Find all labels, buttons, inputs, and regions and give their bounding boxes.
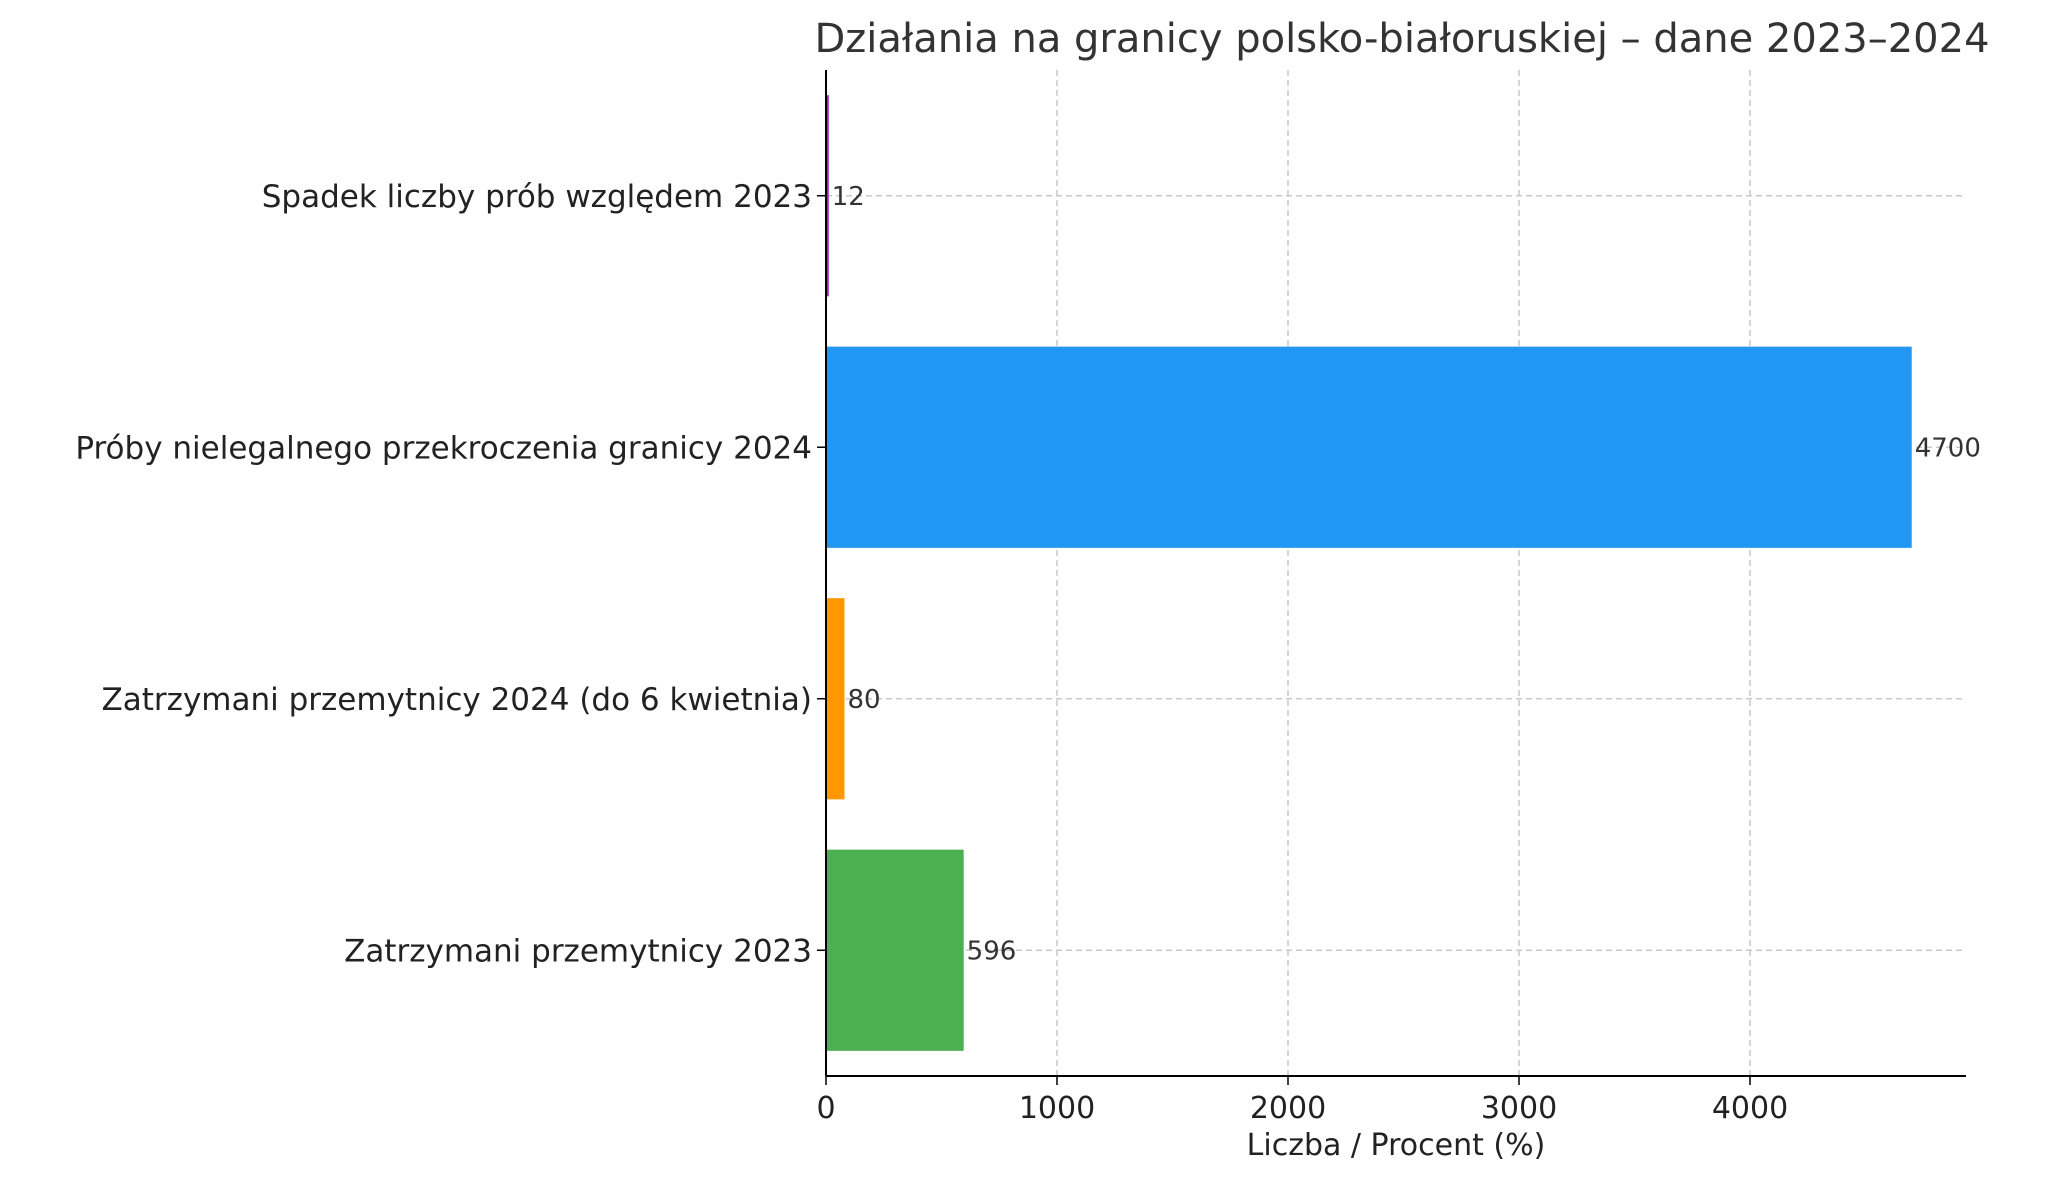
axes <box>825 70 1966 1077</box>
x-ticks: 0 1000 2000 3000 4000 <box>816 1076 1788 1126</box>
data-label: 4700 <box>1915 433 1981 463</box>
x-tick-label: 3000 <box>1481 1091 1557 1126</box>
data-label: 80 <box>847 685 880 715</box>
bar <box>826 598 845 800</box>
bar <box>826 849 964 1051</box>
gridlines <box>826 70 1966 1076</box>
x-axis-label: Liczba / Procent (%) <box>1247 1128 1546 1163</box>
bar <box>826 346 1912 548</box>
data-labels: 596 80 4700 12 <box>832 182 1981 967</box>
bars <box>826 95 1912 1051</box>
bar <box>826 95 829 297</box>
x-tick-label: 0 <box>816 1091 835 1126</box>
x-tick-label: 1000 <box>1019 1091 1095 1126</box>
y-tick-label: Próby nielegalnego przekroczenia granicy… <box>75 430 812 466</box>
data-label: 12 <box>832 182 865 212</box>
x-tick-label: 4000 <box>1712 1091 1788 1126</box>
y-tick-label: Zatrzymani przemytnicy 2024 (do 6 kwietn… <box>102 682 812 718</box>
chart-title: Działania na granicy polsko-białoruskiej… <box>814 16 1989 62</box>
x-tick-label: 2000 <box>1250 1091 1326 1126</box>
y-tick-labels: Zatrzymani przemytnicy 2023 Zatrzymani pr… <box>75 179 826 969</box>
y-tick-label: Spadek liczby prób względem 2023 <box>262 179 812 215</box>
y-tick-label: Zatrzymani przemytnicy 2023 <box>344 933 812 969</box>
data-label: 596 <box>967 936 1017 966</box>
